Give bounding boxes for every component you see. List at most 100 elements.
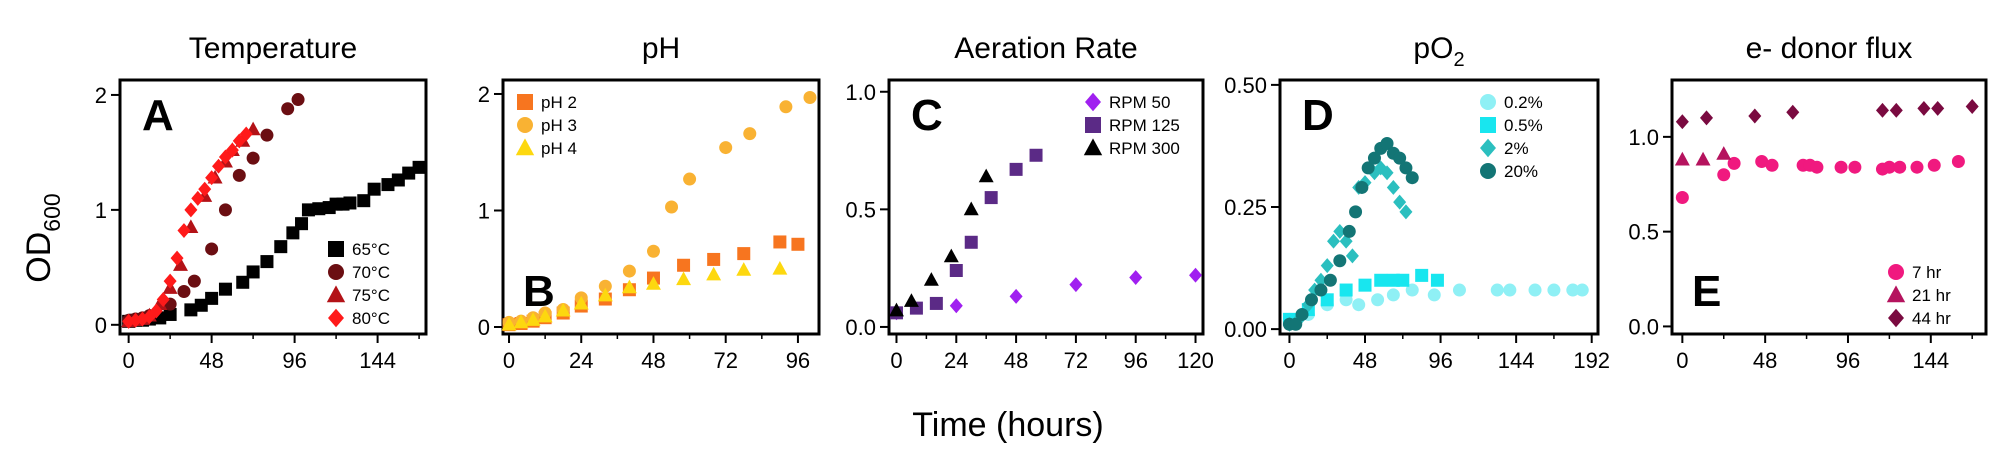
data-point [1834,160,1848,174]
panel-title: pH [642,32,680,65]
data-point [646,276,661,290]
x-tick-label: 0 [123,348,135,373]
data-point [1875,102,1889,118]
y-tick-label: 1.0 [1628,125,1659,150]
data-point [1882,160,1896,174]
x-tick-label: 0 [890,348,902,373]
data-point [1333,254,1347,268]
legend-marker [326,285,346,303]
y-tick-label: 2 [478,82,490,107]
data-point [1848,160,1862,174]
x-tick-label: 96 [1428,348,1452,373]
data-point [135,311,149,327]
data-point [1314,272,1328,288]
y-tick-label: 0 [478,315,490,340]
data-point [205,170,219,186]
legend-label: 20% [1504,162,1538,181]
data-point [1009,288,1023,304]
data-point [949,264,963,277]
legend-marker [328,264,344,280]
legend: RPM 50 RPM 125 RPM 300 [1083,92,1180,158]
data-point [260,128,274,142]
data-point [184,303,198,317]
legend-label: 7 hr [1912,263,1942,282]
data-point [984,191,998,205]
legend-label: pH 3 [541,116,577,135]
series-21-hr [1674,146,1732,166]
data-point [170,250,184,266]
data-point [1355,180,1369,194]
data-point [246,265,260,279]
series-44-hr [1675,99,1979,130]
data-point [963,201,979,216]
data-point [274,240,288,254]
data-point [1327,233,1341,249]
x-tick-label: 144 [1498,348,1535,373]
legend-marker [1888,264,1904,280]
series-7-hr [1675,155,1965,205]
plot-frame [1670,78,1988,336]
data-point [291,93,305,107]
data-point [772,260,788,275]
panel-letter: E [1692,267,1721,316]
panel-c: Aeration Rate 0 24 48 72 96 120 0.0 0.5 1.0 RPM 50… [845,32,1213,373]
legend-label: 75°C [352,286,390,305]
legend-marker [1480,163,1496,179]
data-point [1490,283,1504,297]
series-75-c [121,121,261,328]
panel-a: Temperature 0 48 96 144 0 1 2 65°C 70°C 75°C 80°C A [95,32,428,373]
legend-label: 44 hr [1912,309,1951,328]
legend-marker [1480,94,1496,110]
data-point [943,248,959,263]
data-point [683,172,697,186]
data-point [1566,283,1580,297]
legend-marker [328,241,344,257]
data-point [1189,267,1203,283]
data-point [1320,293,1334,307]
data-point [1396,273,1410,287]
x-tick-label: 72 [1064,348,1088,373]
data-point [1405,283,1419,297]
data-point [1393,151,1407,165]
y-tick-label: 1.0 [845,80,876,105]
data-point [1304,293,1318,307]
data-point [1415,268,1429,282]
data-point [177,223,191,239]
data-point [737,247,751,261]
panel-letter: C [911,91,943,140]
legend-marker [328,308,344,328]
panel-title: Aeration Rate [954,32,1137,65]
x-tick-label: 96 [1836,348,1860,373]
data-point [1893,160,1907,174]
data-point [1675,191,1689,205]
data-point [903,293,919,307]
data-point [1333,223,1347,239]
x-tick-label: 48 [641,348,665,373]
x-tick-label: 144 [359,348,396,373]
panel-letter: D [1302,91,1334,140]
legend-label: 21 hr [1912,286,1951,305]
data-point [779,100,793,114]
y-tick-label: 0.00 [1224,317,1267,342]
x-tick-label: 96 [1123,348,1147,373]
data-point [597,287,613,302]
y-axis-label: OD600 [20,193,65,282]
data-point [142,309,156,325]
legend: 0.2% 0.5% 2% 20% [1480,93,1543,181]
data-point [1528,283,1542,297]
panel-title: pO2 [1413,32,1464,71]
legend-label: RPM 125 [1109,116,1180,135]
x-tick-label: 0 [503,348,515,373]
y-tick-label: 0.5 [1628,220,1659,245]
data-point [719,141,733,155]
data-point [1727,156,1741,170]
legend-label: 65°C [352,240,390,259]
data-point [1386,288,1400,302]
data-point [646,244,660,258]
data-point [163,273,177,289]
y-tick-label: 0.50 [1224,73,1267,98]
legend-label: RPM 300 [1109,139,1180,158]
data-point [1029,148,1043,162]
legend-marker [1480,138,1496,158]
panel-title: Temperature [189,32,357,65]
